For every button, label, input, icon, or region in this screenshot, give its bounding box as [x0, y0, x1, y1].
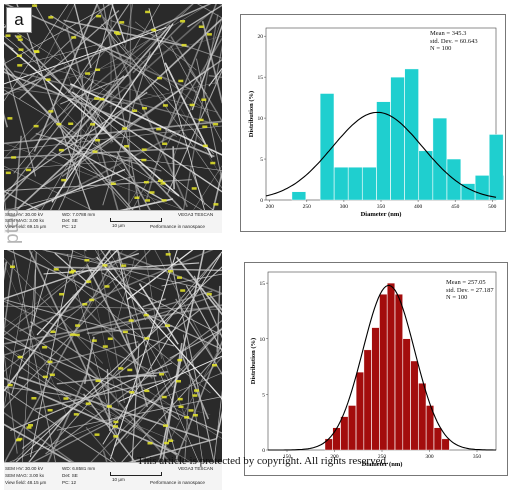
y-tick-2: 10 [258, 116, 264, 122]
bar-13 [489, 134, 504, 201]
x-tick-6: 500 [488, 204, 497, 210]
bar-8 [418, 150, 433, 201]
sem-fibers-top [4, 4, 222, 210]
bar-2 [334, 167, 349, 201]
x-tick-3: 300 [425, 454, 434, 460]
stat-n-bottom: N = 100 [446, 294, 468, 301]
bar-2 [340, 416, 349, 451]
y-tick-2: 10 [260, 337, 266, 343]
sem-bot-pc: PC: 12 [62, 480, 77, 485]
sem-top-wd: WD: 7.0788 mm [62, 212, 96, 217]
y-tick-1: 5 [260, 157, 263, 163]
x-tick-2: 250 [378, 454, 387, 460]
sem-image-top [4, 4, 222, 210]
sem-bot-brand: VEGA3 TESCAN [178, 466, 214, 471]
sem-bot-det: Det: SE [62, 473, 78, 478]
x-tick-4: 350 [473, 454, 482, 460]
sem-top-tagline: Performance in nanospace [150, 224, 205, 229]
x-tick-0: 200 [266, 204, 275, 210]
stats-bottom: Mean = 257.05 std. Dev. = 27.187 N = 100 [446, 279, 494, 302]
bar-15 [441, 438, 450, 451]
y-axis-label: Distribution (%) [250, 338, 257, 384]
x-tick-1: 200 [330, 454, 339, 460]
y-tick-0: 0 [262, 448, 265, 454]
bar-14 [503, 175, 504, 201]
y-tick-3: 15 [258, 75, 264, 81]
y-axis-label: Distribution (%) [248, 91, 255, 137]
sem-footer-bottom: SEM HV: 30.00 kV WD: 6.8581 mm VEGA3 TES… [4, 462, 222, 490]
bar-14 [433, 427, 442, 451]
bar-5 [363, 349, 372, 451]
sem-bot-hv: SEM HV: 30.00 kV [5, 466, 44, 471]
stat-sd-top: std. Dev. = 60.643 [430, 37, 478, 45]
stats-top: Mean = 345.3 std. Dev. = 60.643 N = 100 [430, 30, 478, 53]
x-axis-label: Diameter (nm) [362, 461, 403, 468]
sem-bot-field: View field: 48.15 μm [5, 480, 47, 485]
bar-5 [376, 101, 391, 201]
histogram-top: 200 250 300 350 400 450 500 0 5 10 15 20 Diameter (n… [248, 27, 504, 218]
sem-top-brand: VEGA3 TESCAN [178, 212, 214, 217]
stat-sd-bottom: std. Dev. = 27.187 [446, 286, 494, 294]
side-watermark: pted [2, 207, 23, 244]
y-tick-0: 0 [260, 198, 263, 204]
x-tick-5: 450 [451, 204, 460, 210]
sem-bot-scalebar [110, 472, 162, 476]
sem-fibers-bottom [4, 250, 222, 462]
bar-0 [291, 191, 306, 201]
sem-top-hv: SEM HV: 30.00 kV [5, 212, 44, 217]
y-tick-3: 15 [260, 281, 266, 287]
bar-12 [475, 175, 490, 201]
bar-3 [348, 405, 357, 451]
stat-n-top: N = 100 [430, 45, 452, 52]
sem-image-bottom [4, 250, 222, 462]
bar-1 [319, 93, 335, 201]
bar-12 [418, 383, 427, 451]
y-tick-1: 5 [262, 392, 265, 398]
stat-mean-top: Mean = 345.3 [430, 30, 467, 37]
sem-bot-mag: SEM MAG: 3.00 kx [5, 473, 45, 478]
bar-8 [387, 282, 396, 451]
bar-3 [348, 167, 363, 201]
bar-4 [355, 371, 364, 451]
bar-11 [410, 360, 419, 451]
sem-top-field: View field: 69.15 μm [5, 224, 47, 229]
bar-10 [402, 338, 411, 451]
sem-top-mag: SEM MAG: 3.00 kx [5, 218, 45, 223]
x-axis-label: Diameter (nm) [361, 211, 402, 218]
bar-9 [394, 294, 403, 451]
copyright-notice: This article is protected by copyright. … [137, 455, 389, 467]
x-tick-4: 400 [414, 204, 423, 210]
sem-top-det: Det: SE [62, 218, 78, 223]
y-tick-4: 20 [258, 34, 264, 40]
x-tick-1: 250 [303, 204, 312, 210]
stat-mean-bottom: Mean = 257.05 [446, 279, 486, 286]
bar-6 [390, 76, 405, 201]
bar-9 [432, 117, 447, 201]
normal-curve [265, 111, 497, 198]
sem-top-scalebar [110, 218, 162, 222]
x-tick-0: 150 [283, 454, 292, 460]
bar-1 [332, 427, 341, 451]
bar-4 [362, 167, 377, 201]
x-tick-2: 300 [340, 204, 349, 210]
sem-bot-scale: 10 μm [112, 477, 125, 482]
normal-curve [268, 284, 496, 451]
x-tick-3: 350 [377, 204, 386, 210]
sem-top-pc: PC: 12 [62, 224, 77, 229]
panel-label-a: a [6, 7, 32, 33]
bar-6 [371, 327, 380, 451]
bar-7 [379, 294, 388, 451]
sem-footer-top: SEM HV: 30.00 kV WD: 7.0788 mm VEGA3 TES… [4, 210, 222, 233]
sem-bot-tagline: Performance in nanospace [150, 480, 205, 485]
sem-bot-wd: WD: 6.8581 mm [62, 466, 96, 471]
sem-top-scale: 10 μm [112, 223, 125, 228]
histogram-bottom: 150 200 250 300 350 0 5 10 15 Diameter (nm) Distri… [250, 271, 497, 468]
